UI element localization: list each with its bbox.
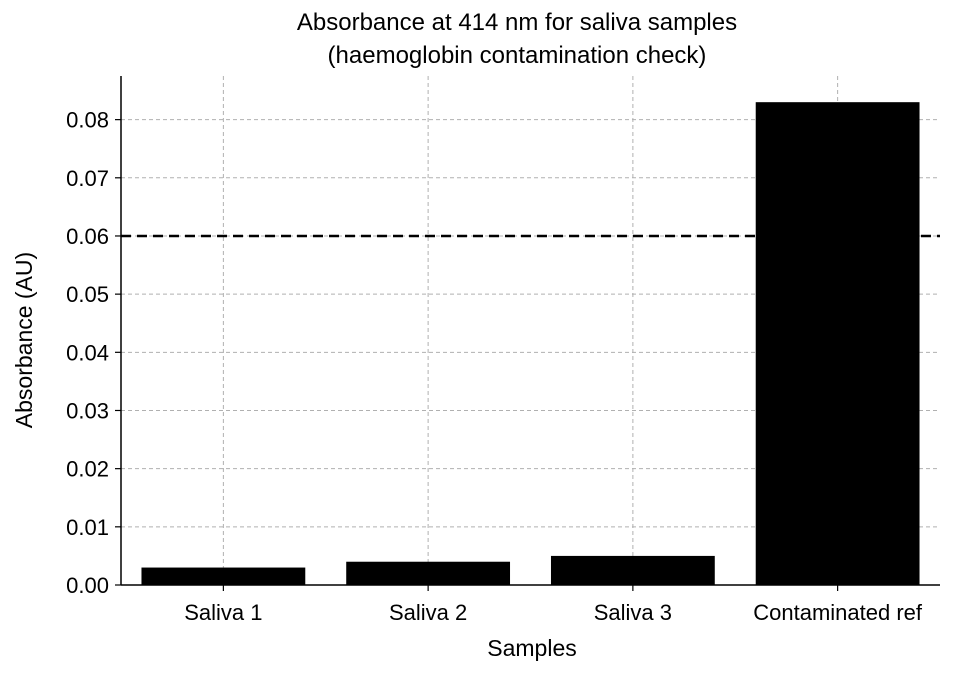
bars	[141, 102, 920, 586]
y-tick-label: 0.03	[66, 398, 109, 423]
y-tick-labels: 0.00 0.01 0.02 0.03 0.04 0.05 0.06 0.07 0.08	[66, 108, 109, 598]
y-tick-label: 0.08	[66, 108, 109, 133]
bar-saliva-2	[346, 561, 511, 585]
bar-saliva-1	[141, 567, 306, 585]
chart-title-line-1: Absorbance at 414 nm for saliva samples	[297, 9, 737, 36]
x-axis-label: Samples	[487, 635, 576, 661]
x-tick-label: Saliva 2	[389, 600, 467, 625]
x-tick-label: Contaminated ref	[753, 600, 923, 625]
x-tick-labels: Saliva 1 Saliva 2 Saliva 3 Contaminated ref	[184, 600, 923, 625]
y-tick-label: 0.05	[66, 282, 109, 307]
bar-saliva-3	[550, 555, 715, 585]
axes	[115, 76, 940, 591]
y-tick-label: 0.04	[66, 340, 109, 365]
x-tick-label: Saliva 3	[594, 600, 672, 625]
y-tick-label: 0.02	[66, 457, 109, 482]
y-tick-label: 0.06	[66, 224, 109, 249]
bar-contaminated-ref	[755, 102, 920, 586]
y-axis-label: Absorbance (AU)	[11, 252, 37, 428]
x-tick-label: Saliva 1	[184, 600, 262, 625]
y-tick-label: 0.00	[66, 573, 109, 598]
y-tick-label: 0.01	[66, 515, 109, 540]
chart-title-line-2: (haemoglobin contamination check)	[328, 42, 707, 69]
y-tick-label: 0.07	[66, 166, 109, 191]
